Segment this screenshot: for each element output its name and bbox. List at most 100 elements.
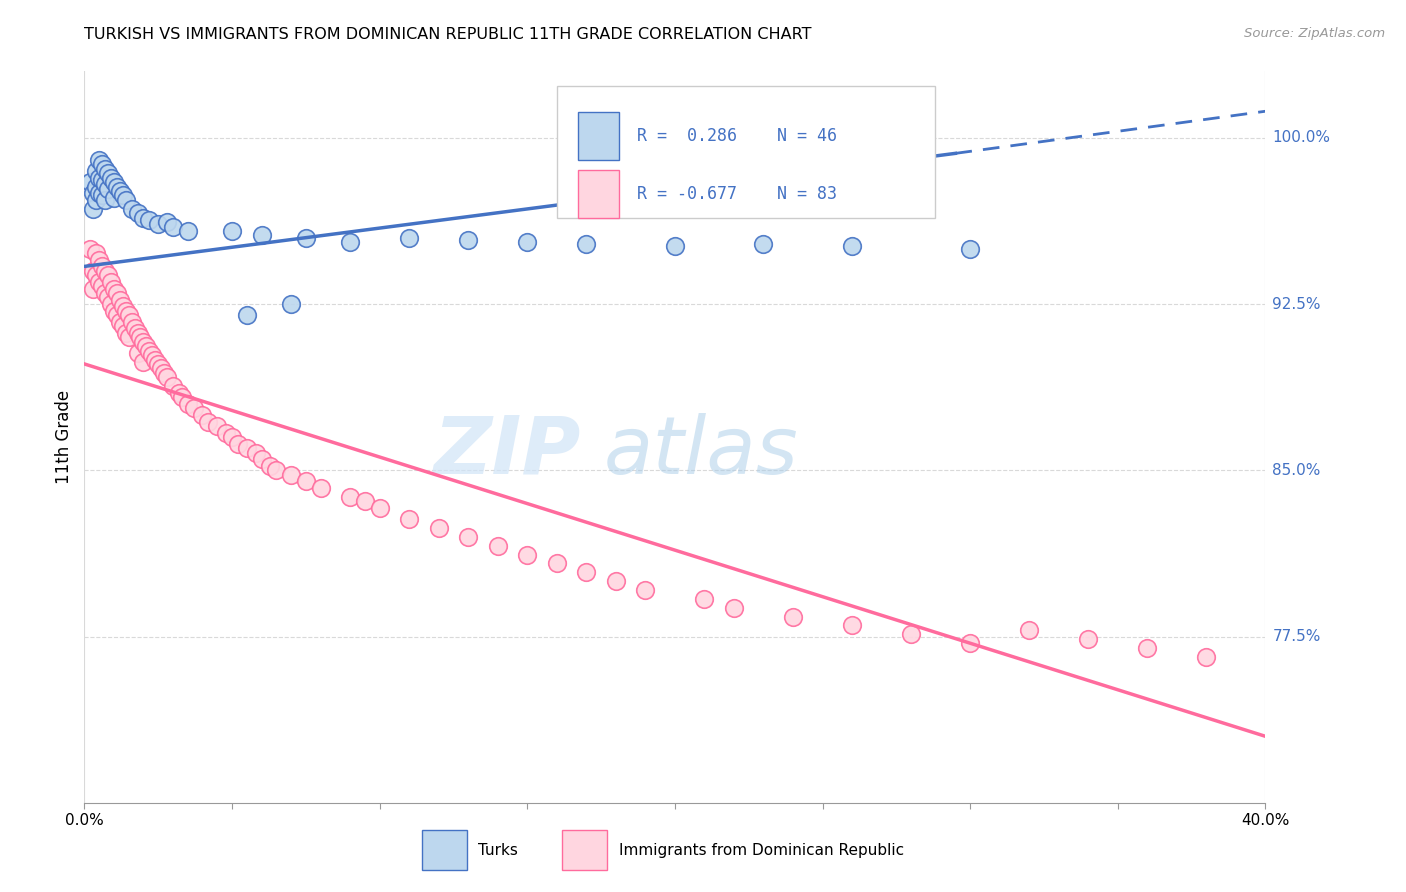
Point [162, 379, 184, 393]
Point [82, 202, 104, 216]
Point [108, 184, 131, 198]
Point [97, 290, 120, 304]
Point [398, 512, 420, 526]
Point [205, 419, 228, 434]
Point [782, 609, 804, 624]
Point [1195, 649, 1218, 664]
Point [221, 224, 243, 238]
Point [105, 308, 128, 322]
Point [100, 275, 122, 289]
Text: atlas: atlas [605, 413, 799, 491]
Point [486, 539, 509, 553]
Point [250, 228, 273, 243]
Point [309, 481, 332, 495]
Point [170, 390, 193, 404]
Point [354, 494, 377, 508]
Point [1018, 623, 1040, 637]
Point [221, 430, 243, 444]
Point [235, 441, 259, 455]
Text: Source: ZipAtlas.com: Source: ZipAtlas.com [1244, 27, 1385, 40]
Point [177, 397, 200, 411]
Point [121, 315, 143, 329]
Text: Immigrants from Dominican Republic: Immigrants from Dominican Republic [619, 843, 904, 857]
Point [105, 285, 128, 300]
Point [156, 215, 179, 229]
Point [215, 425, 238, 440]
Point [723, 600, 745, 615]
Text: 100.0%: 100.0% [1272, 130, 1330, 145]
Point [148, 217, 170, 231]
Point [1077, 632, 1099, 646]
Text: 77.5%: 77.5% [1272, 629, 1320, 644]
Point [153, 366, 176, 380]
Point [575, 566, 598, 580]
Text: TURKISH VS IMMIGRANTS FROM DOMINICAN REPUBLIC 11TH GRADE CORRELATION CHART: TURKISH VS IMMIGRANTS FROM DOMINICAN REP… [84, 27, 811, 42]
Point [111, 299, 134, 313]
Point [280, 297, 302, 311]
Point [84, 246, 107, 260]
Point [108, 315, 131, 329]
Point [295, 475, 318, 489]
FancyBboxPatch shape [578, 112, 620, 160]
Point [103, 191, 125, 205]
Point [108, 293, 131, 307]
Point [87, 153, 111, 167]
Point [82, 186, 104, 201]
Point [368, 501, 391, 516]
Point [841, 618, 863, 632]
Point [156, 370, 179, 384]
Point [84, 164, 107, 178]
Point [264, 463, 288, 477]
Point [841, 239, 863, 253]
Text: 92.5%: 92.5% [1272, 297, 1320, 311]
Point [1136, 640, 1159, 655]
Point [959, 636, 981, 650]
Point [84, 193, 107, 207]
Point [235, 308, 259, 322]
Point [664, 239, 686, 253]
Point [339, 235, 361, 249]
Point [114, 326, 136, 340]
Point [250, 452, 273, 467]
Point [457, 233, 479, 247]
Point [91, 173, 114, 187]
Point [693, 591, 716, 606]
Point [575, 237, 598, 252]
Point [84, 179, 107, 194]
Point [87, 170, 111, 185]
Point [132, 355, 155, 369]
Point [132, 211, 155, 225]
Point [138, 343, 160, 358]
Point [150, 361, 173, 376]
Point [114, 303, 136, 318]
Point [752, 237, 775, 252]
Text: 85.0%: 85.0% [1272, 463, 1320, 478]
Point [103, 282, 125, 296]
Point [546, 557, 568, 571]
Point [97, 166, 120, 180]
Point [900, 627, 922, 641]
Point [245, 445, 267, 459]
Point [87, 186, 111, 201]
Point [141, 348, 163, 362]
Point [191, 408, 214, 422]
Point [94, 161, 117, 176]
Point [605, 574, 627, 589]
Point [259, 458, 281, 473]
Point [427, 521, 450, 535]
Point [111, 188, 134, 202]
Point [162, 219, 184, 234]
Point [148, 357, 170, 371]
Point [457, 530, 479, 544]
Point [103, 175, 125, 189]
Point [295, 230, 318, 244]
Point [516, 235, 538, 249]
Point [105, 179, 128, 194]
FancyBboxPatch shape [557, 86, 935, 218]
Point [91, 188, 114, 202]
Point [135, 339, 157, 353]
Point [100, 170, 122, 185]
Point [516, 548, 538, 562]
Point [91, 260, 114, 274]
Point [124, 321, 146, 335]
